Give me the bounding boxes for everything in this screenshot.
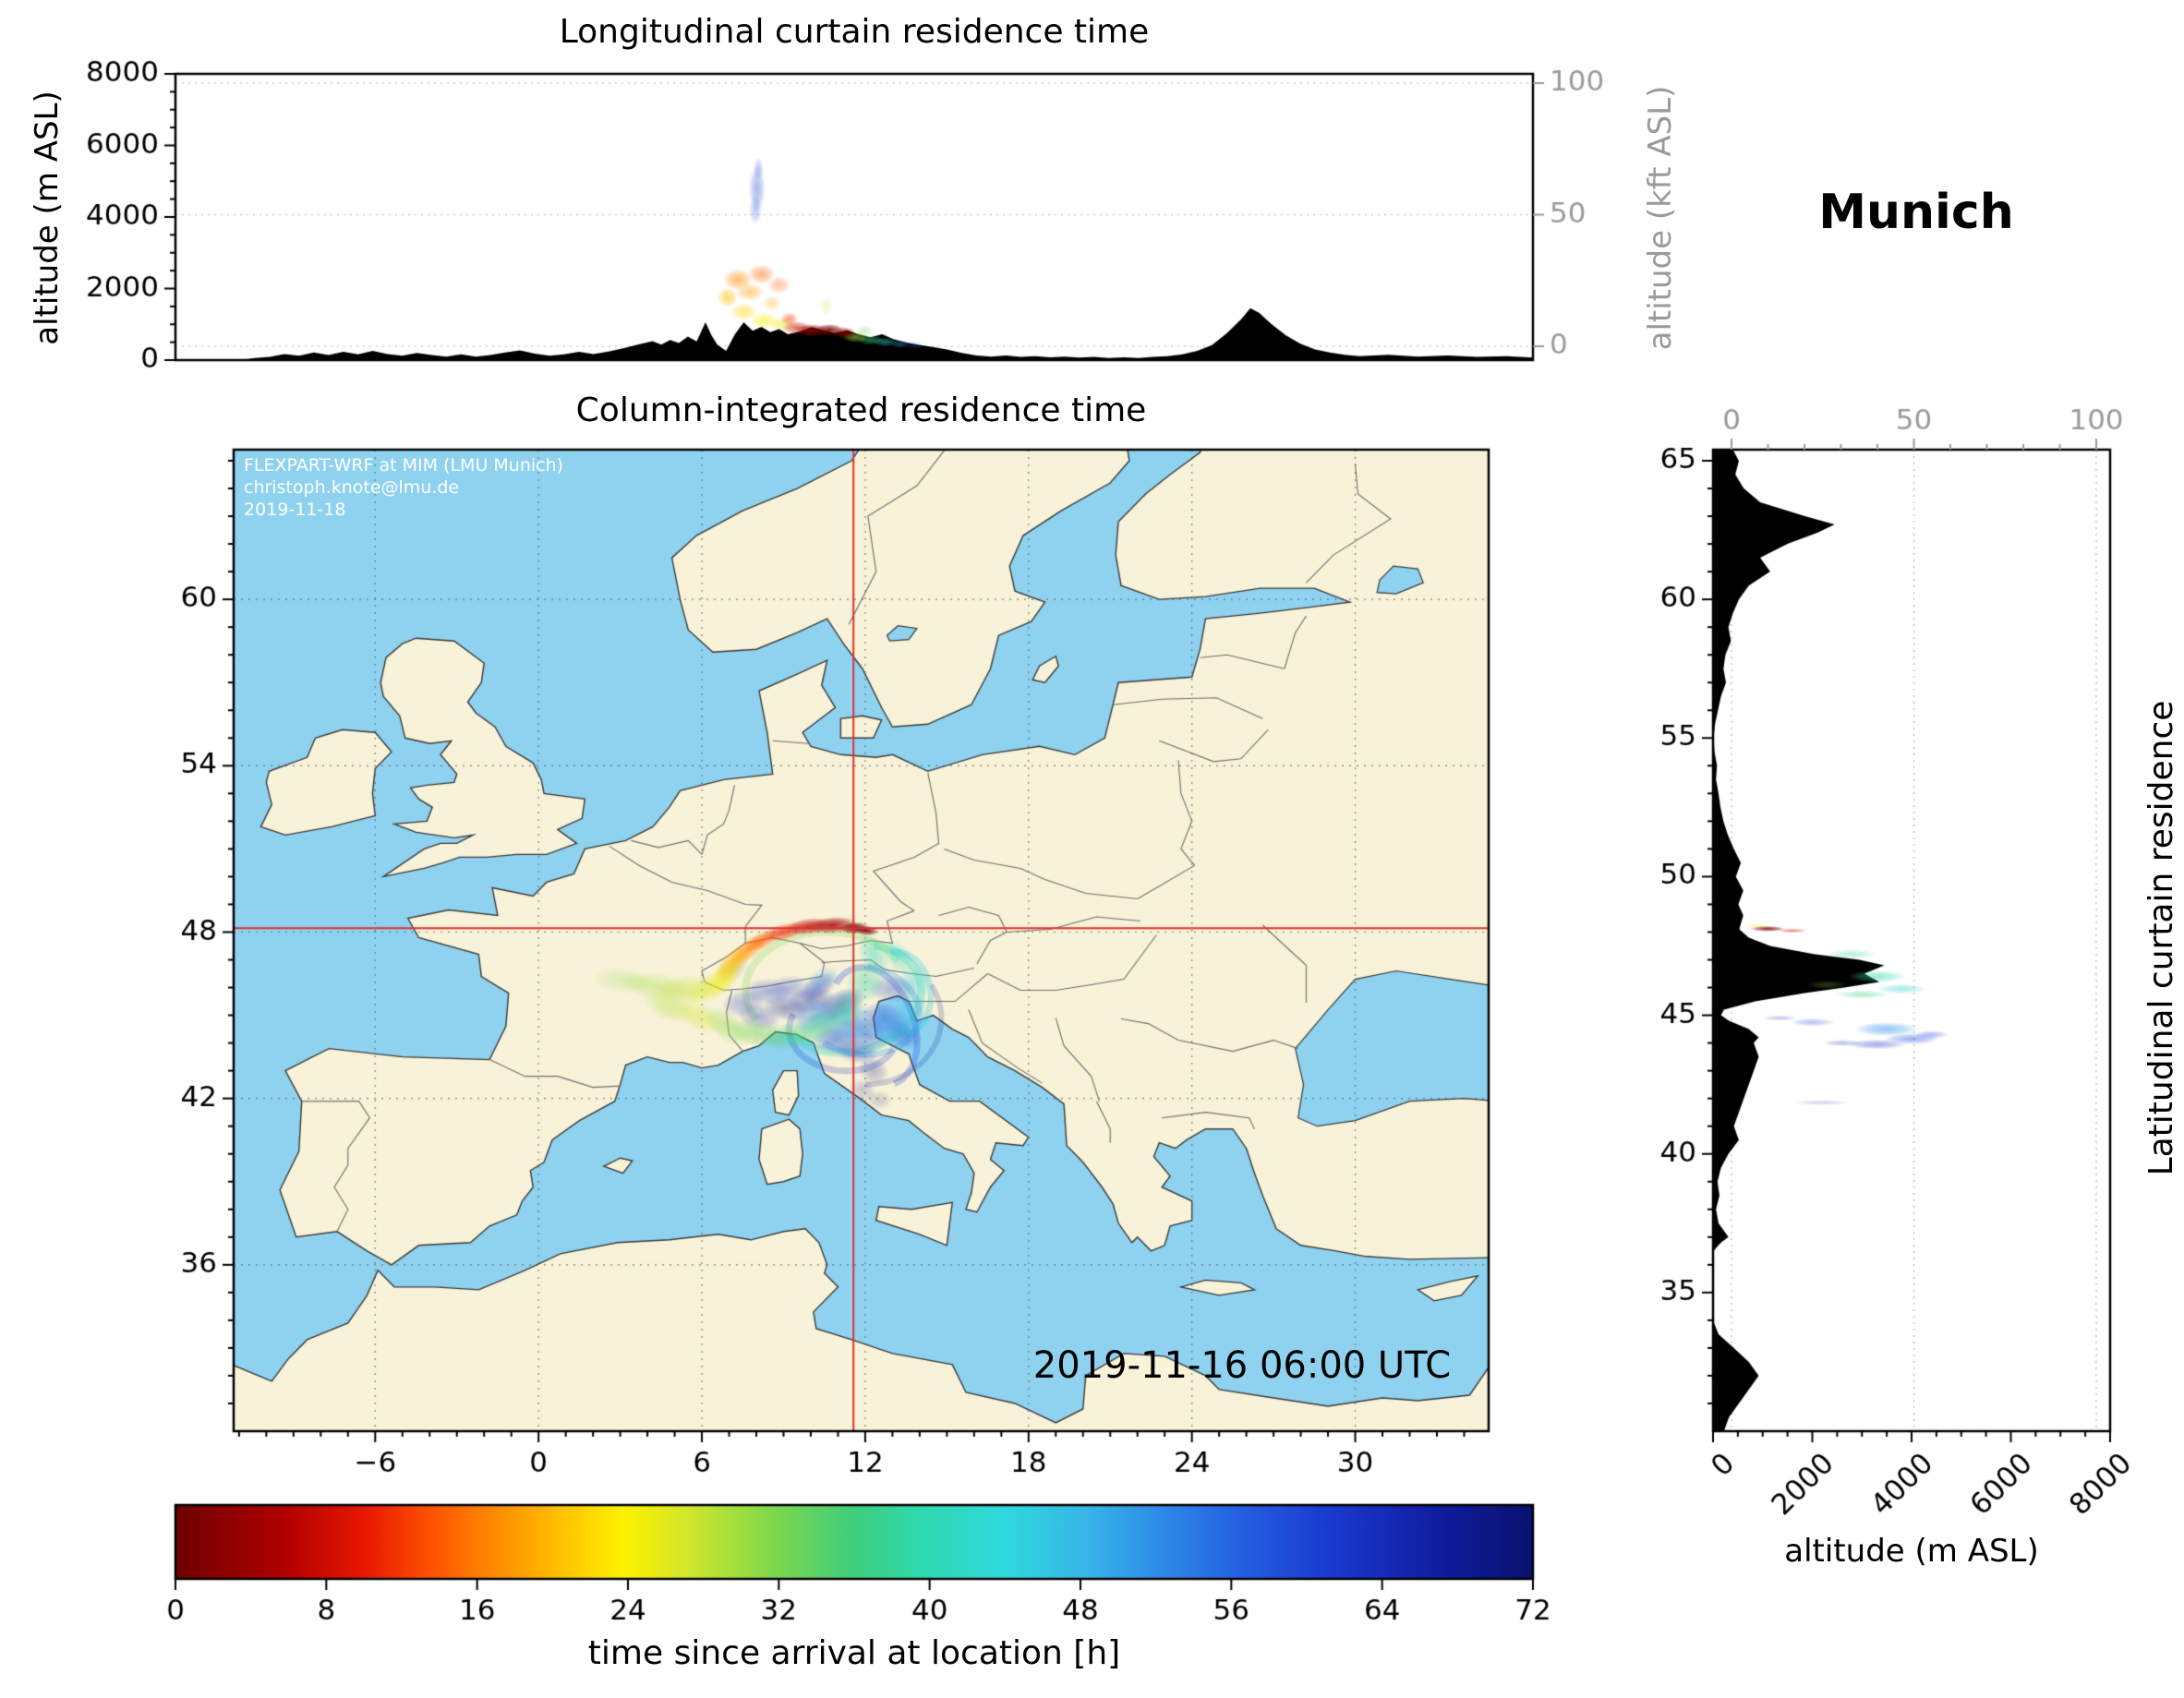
altitude-kft-axis-label: altitude (kft ASL) (1642, 85, 1679, 351)
altitude-m-axis-label: altitude (m ASL) (29, 90, 66, 345)
watermark-line-3: 2019-11-18 (244, 500, 346, 520)
location-title: Munich (1818, 185, 2014, 240)
map-timestamp: 2019-11-16 06:00 UTC (1032, 1344, 1452, 1387)
latitudinal-curtain-title: Latitudinal curtain residence time (2142, 700, 2184, 1176)
watermark-line-2: christoph.knote@lmu.de (244, 477, 460, 498)
watermark-line-1: FLEXPART-WRF at MIM (LMU Munich) (244, 455, 564, 476)
watermark: FLEXPART-WRF at MIM (LMU Munich) christo… (244, 454, 563, 521)
right-panel-x-axis-label: altitude (m ASL) (1784, 1533, 2039, 1570)
colorbar-label: time since arrival at location [h] (587, 1634, 1121, 1672)
longitudinal-curtain-title: Longitudinal curtain residence time (559, 13, 1150, 51)
map-title: Column-integrated residence time (575, 391, 1147, 429)
